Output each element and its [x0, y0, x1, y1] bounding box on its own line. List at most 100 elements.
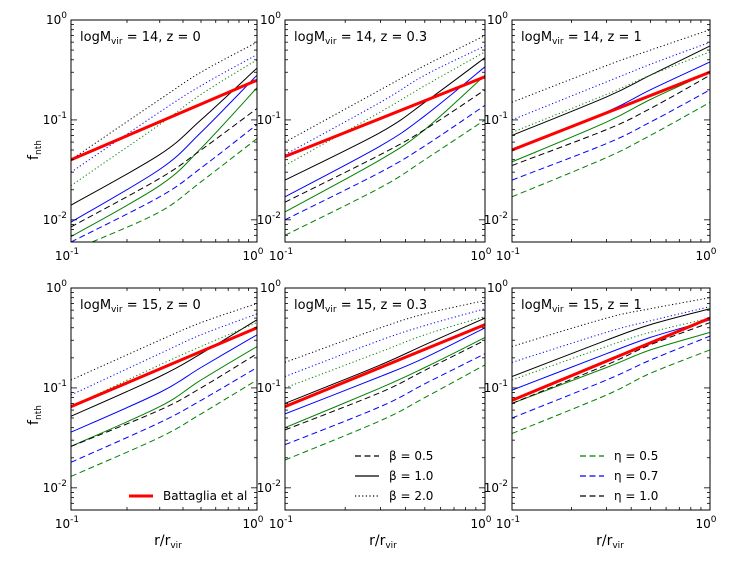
series-line-beta-2-0-eta-0-7 [512, 41, 710, 121]
y-tick-label: 100 [260, 11, 281, 27]
legend: Battaglia et al [129, 489, 247, 503]
series-line-beta-0-5-eta-0-5 [71, 379, 257, 477]
plot-frame [70, 287, 258, 511]
y-tick-label: 10-2 [43, 479, 67, 495]
series-line-battaglia-et-al [285, 75, 485, 158]
series-line-beta-0-5-eta-1-0 [71, 353, 257, 447]
series-line-battaglia-et-al [512, 70, 710, 152]
series-line-beta-2-0-eta-0-7 [71, 313, 257, 396]
series-line-beta-2-0-eta-1-0 [71, 41, 257, 161]
y-tick-label: 10-2 [43, 211, 67, 227]
y-tick-label: 10-2 [257, 479, 281, 495]
y-tick-label: 10-1 [484, 379, 508, 395]
y-axis-label-top: fnth [26, 140, 44, 160]
series-line-beta-2-0-eta-0-7 [512, 306, 710, 363]
series-line-beta-0-5-eta-0-5 [512, 349, 710, 434]
panel-m15-z1: 10-2 10-1 100 10-1 100 logMvir = 15, z = 1 η =… [484, 279, 717, 531]
y-tick-label: 100 [487, 279, 508, 295]
y-tick-label: 100 [487, 11, 508, 27]
series-line-beta-0-5-eta-1-0 [512, 322, 710, 404]
panel-m15-z0: 10-2 10-1 100 10-1 100 logMvir = 15, z = 0 Bat… [43, 279, 264, 531]
x-tick-label: 10-1 [269, 515, 293, 531]
series-line-beta-0-5-eta-1-0 [285, 89, 485, 203]
y-tick-label: 10-1 [257, 379, 281, 395]
series-line-beta-2-0-eta-1-0 [512, 297, 710, 347]
series-line-beta-2-0-eta-0-5 [512, 317, 710, 381]
panel-title: logMvir = 14, z = 0.3 [294, 30, 427, 47]
series-line-beta-1-0-eta-0-5 [512, 71, 710, 163]
legend-label: η = 0.7 [614, 469, 658, 483]
x-tick-label: 100 [695, 515, 716, 531]
series-line-beta-0-5-eta-0-5 [285, 364, 485, 461]
series-line-beta-0-5-eta-1-0 [512, 74, 710, 166]
series-line-battaglia-et-al [285, 323, 485, 408]
x-tick-label: 100 [242, 515, 263, 531]
y-axis-label-bottom: fnth [26, 405, 44, 425]
x-axis-label-1: r/rvir [154, 533, 182, 551]
x-tick-label: 10-1 [55, 247, 79, 263]
series-line-beta-1-0-eta-1-0 [71, 319, 257, 417]
series-line-battaglia-et-al [71, 78, 257, 162]
x-tick-label: 10-1 [269, 247, 293, 263]
series-line-beta-0-5-eta-0-5 [91, 138, 257, 242]
series-line-beta-0-5-eta-0-7 [71, 367, 257, 463]
legend-label: β = 0.5 [389, 449, 433, 463]
legend-label: Battaglia et al [163, 489, 247, 503]
y-tick-label: 10-2 [484, 211, 508, 227]
series-line-beta-1-0-eta-0-5 [285, 336, 485, 429]
panel-m14-z0: 10-2 10-1 100 10-1 100 logMvir = 14, z = 0 [43, 11, 264, 263]
panel-title: logMvir = 14, z = 0 [80, 30, 201, 47]
series-line-battaglia-et-al [71, 326, 257, 408]
series-line-beta-0-5-eta-0-5 [512, 101, 710, 198]
y-tick-label: 10-1 [43, 379, 67, 395]
series-line-beta-1-0-eta-1-0 [285, 57, 485, 181]
x-tick-label: 100 [470, 247, 491, 263]
series-line-beta-1-0-eta-1-0 [512, 45, 710, 136]
series-line-beta-0-5-eta-0-7 [512, 335, 710, 419]
series-line-beta-2-0-eta-0-5 [71, 59, 257, 187]
series-line-beta-1-0-eta-0-7 [71, 74, 257, 223]
legend-label: η = 1.0 [614, 489, 658, 503]
panel-title: logMvir = 14, z = 1 [521, 30, 642, 47]
x-tick-label: 100 [242, 247, 263, 263]
series-line-beta-2-0-eta-1-0 [512, 29, 710, 103]
y-tick-label: 10-2 [257, 211, 281, 227]
series-line-beta-1-0-eta-0-7 [512, 319, 710, 391]
series-line-beta-0-5-eta-0-7 [285, 104, 485, 221]
series-line-beta-2-0-eta-1-0 [285, 35, 485, 143]
series-line-beta-1-0-eta-0-7 [71, 334, 257, 433]
y-tick-label: 100 [46, 11, 67, 27]
panel-title: logMvir = 15, z = 1 [521, 298, 642, 315]
y-tick-label: 10-1 [484, 111, 508, 127]
x-axis-label-3: r/rvir [596, 533, 624, 551]
y-tick-label: 10-2 [484, 479, 508, 495]
series-line-beta-1-0-eta-0-5 [71, 346, 257, 447]
x-axis-label-2: r/rvir [369, 533, 397, 551]
series-line-beta-0-5-eta-1-0 [285, 339, 485, 431]
legend-label: β = 2.0 [389, 489, 433, 503]
series-line-beta-0-5-eta-0-5 [285, 119, 485, 236]
x-tick-label: 10-1 [55, 515, 79, 531]
series-line-beta-0-5-eta-0-7 [512, 89, 710, 181]
series-line-beta-1-0-eta-0-5 [71, 87, 257, 238]
plot-frame [511, 287, 711, 511]
legend: β = 0.5 β = 1.0 β = 2.0 [355, 449, 433, 503]
series-line-beta-0-5-eta-1-0 [71, 108, 257, 228]
series-line-beta-1-0-eta-0-5 [285, 74, 485, 213]
y-tick-label: 100 [260, 279, 281, 295]
legend-label: β = 1.0 [389, 469, 433, 483]
x-tick-label: 100 [470, 515, 491, 531]
plot-frame [284, 287, 486, 511]
panel-m14-z03: 10-2 10-1 100 10-1 100 logMvir = 14, z = 0.3 [257, 11, 492, 263]
x-tick-label: 10-1 [496, 247, 520, 263]
series-line-beta-1-0-eta-0-7 [285, 66, 485, 198]
plot-frame [284, 19, 486, 243]
x-tick-label: 100 [695, 247, 716, 263]
panel-title: logMvir = 15, z = 0.3 [294, 298, 427, 315]
plot-frame [511, 19, 711, 243]
series-line-beta-0-5-eta-0-7 [285, 353, 485, 446]
legend-label: η = 0.5 [614, 449, 658, 463]
series-line-beta-1-0-eta-0-5 [512, 331, 710, 404]
